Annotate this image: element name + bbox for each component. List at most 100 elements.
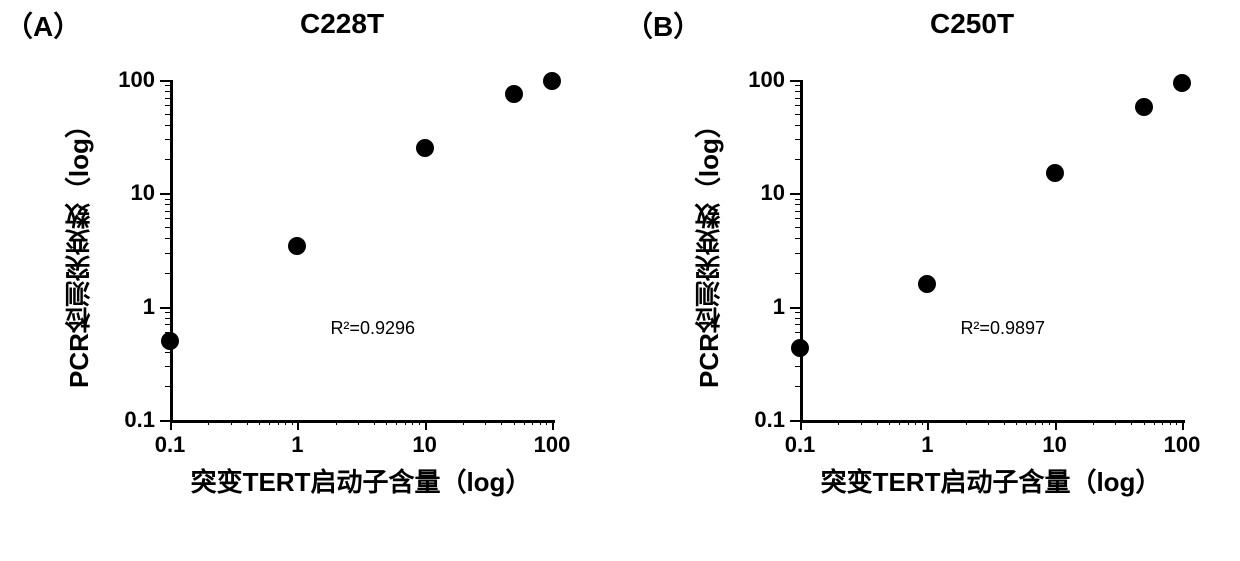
y-minor-tick <box>795 105 800 106</box>
x-minor-tick <box>1131 420 1132 425</box>
y-tick-label: 100 <box>730 67 785 93</box>
x-minor-tick <box>1115 420 1116 425</box>
y-minor-tick <box>795 253 800 254</box>
y-minor-tick <box>165 91 170 92</box>
y-tick-label: 0.1 <box>100 407 155 433</box>
x-minor-tick <box>915 420 916 425</box>
x-minor-tick <box>231 420 232 425</box>
plot-area <box>170 80 555 423</box>
y-minor-tick <box>165 273 170 274</box>
y-minor-tick <box>165 253 170 254</box>
x-minor-tick <box>1154 420 1155 425</box>
y-minor-tick <box>165 139 170 140</box>
y-minor-tick <box>165 125 170 126</box>
y-minor-tick <box>165 238 170 239</box>
x-minor-tick <box>838 420 839 425</box>
chart-title: C250T <box>930 8 1014 40</box>
y-minor-tick <box>795 91 800 92</box>
x-tick-label: 10 <box>412 432 436 458</box>
y-minor-tick <box>165 324 170 325</box>
y-tick-label: 10 <box>100 180 155 206</box>
y-minor-tick <box>795 125 800 126</box>
data-point <box>791 339 809 357</box>
y-axis-label: PCR检测突变数（log） <box>690 80 727 420</box>
x-minor-tick <box>259 420 260 425</box>
x-minor-tick <box>463 420 464 425</box>
x-minor-tick <box>1144 420 1145 425</box>
y-minor-tick <box>165 318 170 319</box>
panel-a: （A）C228T0.11101000.1110100突变TERT启动子含量（lo… <box>0 0 620 561</box>
y-minor-tick <box>795 324 800 325</box>
data-point <box>1173 74 1191 92</box>
r-squared-label: R²=0.9296 <box>330 318 415 339</box>
y-minor-tick <box>795 366 800 367</box>
x-minor-tick <box>524 420 525 425</box>
x-minor-tick <box>1042 420 1043 425</box>
y-tick <box>160 420 170 422</box>
y-minor-tick <box>165 98 170 99</box>
x-minor-tick <box>208 420 209 425</box>
x-minor-tick <box>546 420 547 425</box>
x-minor-tick <box>501 420 502 425</box>
x-minor-tick <box>1170 420 1171 425</box>
y-tick <box>160 307 170 309</box>
y-minor-tick <box>165 312 170 313</box>
y-minor-tick <box>165 386 170 387</box>
y-minor-tick <box>795 204 800 205</box>
y-tick <box>790 420 800 422</box>
x-minor-tick <box>1176 420 1177 425</box>
x-minor-tick <box>540 420 541 425</box>
x-tick-label: 10 <box>1042 432 1066 458</box>
y-minor-tick <box>165 105 170 106</box>
x-minor-tick <box>889 420 890 425</box>
x-tick <box>1182 420 1184 430</box>
y-tick <box>160 193 170 195</box>
x-minor-tick <box>899 420 900 425</box>
y-minor-tick <box>795 386 800 387</box>
data-point <box>416 139 434 157</box>
x-minor-tick <box>396 420 397 425</box>
panel-marker: （B） <box>625 5 701 45</box>
y-minor-tick <box>795 114 800 115</box>
x-minor-tick <box>269 420 270 425</box>
data-point <box>161 332 179 350</box>
x-minor-tick <box>1026 420 1027 425</box>
data-point <box>918 275 936 293</box>
data-point <box>1135 98 1153 116</box>
panel-marker: （A） <box>5 5 81 45</box>
data-point <box>288 237 306 255</box>
x-tick-label: 100 <box>534 432 571 458</box>
chart-title: C228T <box>300 8 384 40</box>
x-tick-label: 0.1 <box>155 432 186 458</box>
y-minor-tick <box>795 159 800 160</box>
y-minor-tick <box>165 114 170 115</box>
x-tick <box>425 420 427 430</box>
x-minor-tick <box>1162 420 1163 425</box>
x-minor-tick <box>1093 420 1094 425</box>
x-tick <box>297 420 299 430</box>
x-tick <box>1055 420 1057 430</box>
x-minor-tick <box>285 420 286 425</box>
x-minor-tick <box>412 420 413 425</box>
y-tick-label: 1 <box>100 294 155 320</box>
y-minor-tick <box>795 139 800 140</box>
r-squared-label: R²=0.9897 <box>960 318 1045 339</box>
x-minor-tick <box>405 420 406 425</box>
x-minor-tick <box>861 420 862 425</box>
x-tick <box>552 420 554 430</box>
y-minor-tick <box>165 211 170 212</box>
y-minor-tick <box>165 204 170 205</box>
x-minor-tick <box>247 420 248 425</box>
y-minor-tick <box>795 332 800 333</box>
figure-container: （A）C228T0.11101000.1110100突变TERT启动子含量（lo… <box>0 0 1240 561</box>
x-minor-tick <box>966 420 967 425</box>
y-minor-tick <box>165 199 170 200</box>
y-tick <box>160 80 170 82</box>
x-tick-label: 0.1 <box>785 432 816 458</box>
x-minor-tick <box>877 420 878 425</box>
x-minor-tick <box>374 420 375 425</box>
x-tick <box>170 420 172 430</box>
x-minor-tick <box>1016 420 1017 425</box>
x-minor-tick <box>532 420 533 425</box>
y-minor-tick <box>165 352 170 353</box>
